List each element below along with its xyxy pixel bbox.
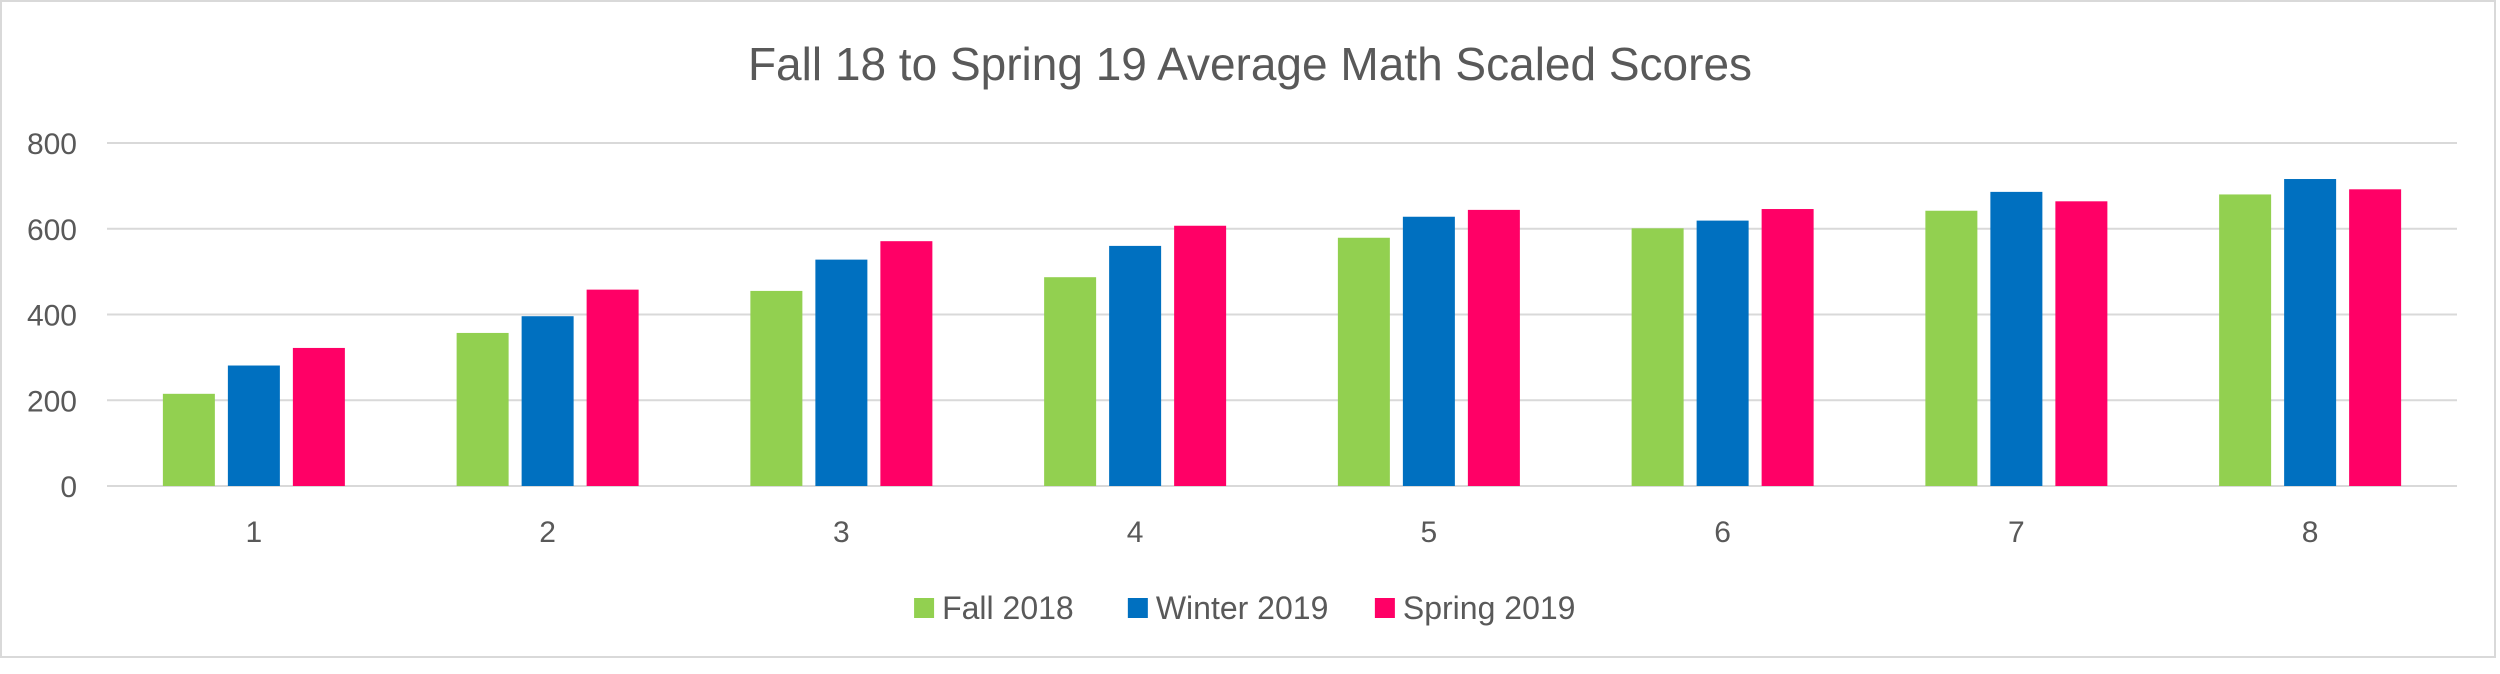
x-tick-label: 8 [2302,516,2319,549]
bar-fall-2018-grade-7 [1925,210,1978,486]
x-tick-label: 4 [1127,516,1144,549]
bar-fall-2018-grade-5 [1337,237,1390,486]
y-tick-label: 600 [27,214,77,247]
y-tick-label: 800 [27,128,77,161]
bar-fall-2018-grade-6 [1631,228,1684,487]
legend-label: Winter 2019 [1156,590,1329,626]
legend-item-fall-2018: Fall 2018 [914,590,1074,626]
chart-frame: Fall 18 to Spring 19 Average Math Scaled… [0,0,2496,658]
bar-winter-2019-grade-6 [1696,220,1749,486]
bar-spring-2019-grade-7 [2055,201,2108,486]
bar-spring-2019-grade-1 [292,347,345,486]
x-tick-label: 2 [539,516,556,549]
bar-winter-2019-grade-7 [1990,191,2043,486]
bar-fall-2018-grade-2 [456,332,509,486]
x-axis-ticks: 1 2 3 4 5 6 7 8 [246,516,2319,549]
bar-winter-2019-grade-2 [521,316,574,486]
y-axis-ticks: 0 200 400 600 800 [27,128,77,504]
bar-chart: Fall 18 to Spring 19 Average Math Scaled… [27,38,2457,626]
bar-winter-2019-grade-8 [2284,179,2337,486]
legend-item-winter-2019: Winter 2019 [1127,590,1329,626]
x-tick-label: 6 [1714,516,1731,549]
x-tick-label: 7 [2008,516,2025,549]
bar-fall-2018-grade-8 [2219,194,2272,486]
legend-label: Fall 2018 [942,590,1074,626]
chart-title: Fall 18 to Spring 19 Average Math Scaled… [748,38,1752,90]
bar-spring-2019-grade-4 [1174,225,1227,486]
bar-winter-2019-grade-3 [815,259,868,486]
legend-label: Spring 2019 [1403,590,1576,626]
x-tick-label: 3 [833,516,850,549]
bar-winter-2019-grade-5 [1402,216,1455,486]
bar-winter-2019-grade-1 [227,365,280,486]
bar-spring-2019-grade-6 [1761,209,1814,486]
x-tick-label: 5 [1421,516,1438,549]
bar-spring-2019-grade-3 [880,241,933,486]
y-tick-label: 0 [60,471,77,504]
bar-fall-2018-grade-4 [1044,277,1097,486]
bars [162,179,2402,487]
bar-fall-2018-grade-3 [750,290,803,486]
y-tick-label: 200 [27,385,77,418]
bar-winter-2019-grade-4 [1109,245,1162,486]
x-tick-label: 1 [246,516,263,549]
bar-spring-2019-grade-5 [1467,209,1520,486]
bar-spring-2019-grade-8 [2349,189,2402,486]
bar-fall-2018-grade-1 [162,393,215,486]
y-tick-label: 400 [27,300,77,333]
legend: Fall 2018 Winter 2019 Spring 2019 [914,590,1575,626]
legend-swatch [1374,598,1395,618]
legend-item-spring-2019: Spring 2019 [1374,590,1576,626]
legend-swatch [1127,598,1148,618]
bar-spring-2019-grade-2 [586,289,639,486]
legend-swatch [914,598,935,618]
